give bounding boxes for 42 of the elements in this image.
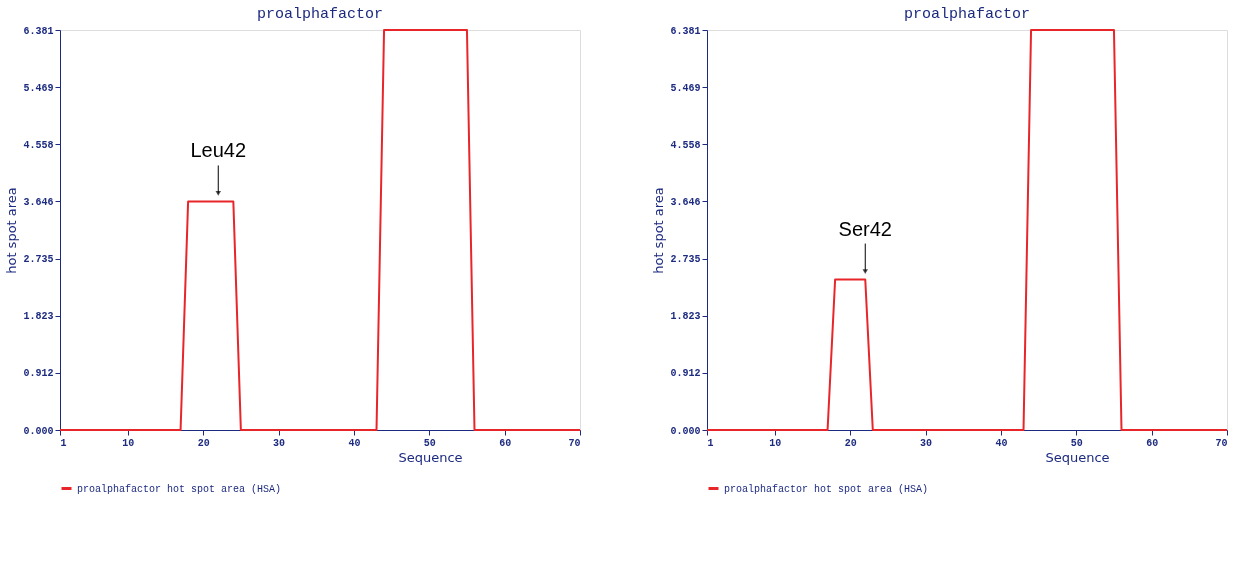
legend-label: proalphafactor hot spot area (HSA) (77, 483, 282, 495)
y-tick-label: 3.646 (23, 196, 54, 208)
y-tick-label: 5.469 (670, 82, 701, 94)
y-tick-label: 2.735 (670, 254, 701, 266)
x-tick-label: 50 (423, 437, 436, 449)
y-tick-label: 0.000 (23, 425, 54, 437)
y-tick-label: 4.558 (670, 139, 701, 151)
y-tick-label: 1.823 (670, 311, 701, 323)
y-tick-label: 3.646 (670, 196, 701, 208)
x-tick-label: 60 (499, 437, 512, 449)
y-tick-label: 2.735 (23, 254, 54, 266)
y-tick-label: 0.000 (670, 425, 701, 437)
x-tick-label: 30 (273, 437, 286, 449)
annotation: Leu42 (190, 139, 247, 162)
x-axis-title: Sequence (398, 449, 463, 465)
y-tick-label: 6.381 (23, 25, 54, 37)
y-tick-label: 4.558 (23, 139, 54, 151)
x-tick-label: 70 (1215, 437, 1228, 449)
y-tick-label: 6.381 (670, 25, 701, 37)
x-tick-label: 30 (920, 437, 933, 449)
x-tick-label: 40 (348, 437, 361, 449)
y-tick-label: 0.912 (670, 368, 701, 380)
annotation: Ser42 (838, 217, 892, 240)
x-tick-label: 10 (122, 437, 135, 449)
x-tick-label: 1 (707, 437, 714, 449)
x-tick-label: 40 (995, 437, 1008, 449)
chart-title: proalphafactor (256, 6, 384, 23)
x-tick-label: 50 (1070, 437, 1083, 449)
y-axis-title: hot spot area (651, 187, 667, 274)
legend-label: proalphafactor hot spot area (HSA) (724, 483, 929, 495)
chart-title: proalphafactor (903, 6, 1031, 23)
x-tick-label: 70 (568, 437, 581, 449)
x-tick-label: 1 (60, 437, 67, 449)
y-axis-title: hot spot area (4, 187, 20, 274)
x-axis-title: Sequence (1045, 449, 1110, 465)
x-tick-label: 20 (197, 437, 210, 449)
x-tick-label: 20 (844, 437, 857, 449)
x-tick-label: 10 (769, 437, 782, 449)
y-tick-label: 0.912 (23, 368, 54, 380)
y-tick-label: 5.469 (23, 82, 54, 94)
x-tick-label: 60 (1146, 437, 1159, 449)
y-tick-label: 1.823 (23, 311, 54, 323)
